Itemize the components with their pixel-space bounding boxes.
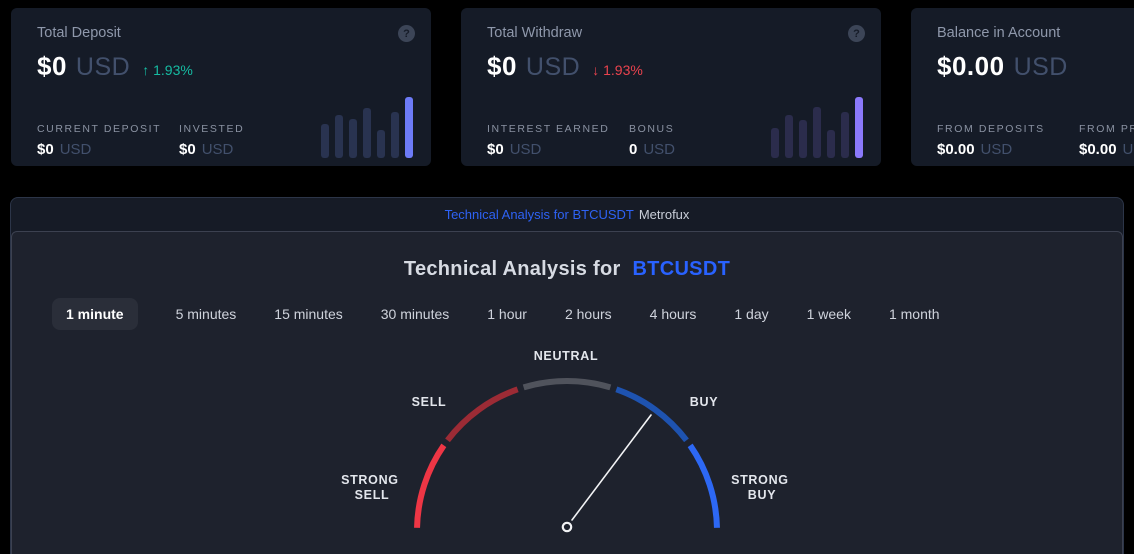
technical-analysis-widget: Technical Analysis for BTCUSDT 1 minute … xyxy=(11,231,1123,554)
widget-title: Technical Analysis for BTCUSDT xyxy=(12,258,1122,281)
stat-label: FROM DEPOSITS xyxy=(937,123,1045,135)
gauge-label-buy: BUY xyxy=(690,395,719,409)
timeframe-tab-1-minute[interactable]: 1 minute xyxy=(52,298,138,330)
amount-currency: USD xyxy=(75,53,131,81)
stat-label: INVESTED xyxy=(179,123,245,135)
help-icon[interactable]: ? xyxy=(848,25,865,42)
gauge-arc-neutral xyxy=(522,378,612,391)
gauge-pivot xyxy=(561,521,573,533)
gauge-arc-strong-sell xyxy=(414,443,447,528)
widget-title-text: Technical Analysis for xyxy=(403,258,621,280)
stat-label: BONUS xyxy=(629,123,675,135)
mini-bar-chart xyxy=(321,97,413,158)
stat-currency: USD xyxy=(643,141,676,158)
gauge-label-strong-sell: STRONG SELL xyxy=(341,473,403,502)
timeframe-tab-15-minutes[interactable]: 15 minutes xyxy=(274,306,343,322)
card-title: Balance in Account xyxy=(937,25,1061,41)
brand-label: Metrofux xyxy=(638,207,690,222)
card-total-withdraw: Total Withdraw ? $0 USD ↓ 1.93% INTEREST… xyxy=(461,8,881,166)
stat-amount: $0 xyxy=(179,141,196,158)
gauge-label-strong-buy: STRONG BUY xyxy=(731,473,793,502)
stat-amount: $0 xyxy=(487,141,504,158)
timeframe-tab-1-day[interactable]: 1 day xyxy=(734,306,769,322)
stat-amount: $0.00 xyxy=(1079,141,1117,158)
help-icon[interactable]: ? xyxy=(398,25,415,42)
timeframe-tab-1-week[interactable]: 1 week xyxy=(806,306,851,322)
stat-amount: $0 xyxy=(37,141,54,158)
gauge-arc-sell xyxy=(445,386,519,443)
timeframe-tab-30-minutes[interactable]: 30 minutes xyxy=(380,306,450,322)
stat-label: FROM PROFITS xyxy=(1079,123,1134,135)
gauge-needle xyxy=(571,414,652,521)
arrow-down-icon: ↓ xyxy=(592,62,600,78)
stat-currency: USD xyxy=(201,141,234,158)
change-badge: ↑ 1.93% xyxy=(142,62,193,78)
change-percent: 1.93% xyxy=(603,62,643,78)
stat-currency: USD xyxy=(980,141,1013,158)
stat-label: INTEREST EARNED xyxy=(487,123,610,135)
stat-label: CURRENT DEPOSIT xyxy=(37,123,162,135)
widget-title-symbol: BTCUSDT xyxy=(632,258,731,280)
stat-amount: $0.00 xyxy=(937,141,975,158)
gauge-svg: NEUTRAL SELL BUY STRONG SELL STRONG BUY xyxy=(341,349,793,533)
gauge-arc-strong-buy xyxy=(687,443,720,528)
technical-analysis-panel: Technical Analysis for BTCUSDT Metrofux … xyxy=(10,197,1124,554)
gauge-label-neutral: NEUTRAL xyxy=(534,349,599,363)
card-balance-in-account: Balance in Account ? $0.00 USD FROM DEPO… xyxy=(911,8,1134,166)
timeframe-tab-5-minutes[interactable]: 5 minutes xyxy=(175,306,237,322)
stat-currency: USD xyxy=(509,141,542,158)
timeframe-tabs: 1 minute 5 minutes 15 minutes 30 minutes… xyxy=(52,298,1122,330)
stat-currency: USD xyxy=(59,141,92,158)
card-total-deposit: Total Deposit ? $0 USD ↑ 1.93% CURRENT D… xyxy=(11,8,431,166)
amount-currency: USD xyxy=(525,53,581,81)
speedometer-gauge: NEUTRAL SELL BUY STRONG SELL STRONG BUY xyxy=(12,341,1122,541)
card-title: Total Withdraw xyxy=(487,25,583,41)
stat-currency: USD xyxy=(1122,141,1134,158)
amount-value: $0 xyxy=(487,51,517,81)
change-badge: ↓ 1.93% xyxy=(592,62,643,78)
arrow-up-icon: ↑ xyxy=(142,62,150,78)
stat-amount: 0 xyxy=(629,141,638,158)
timeframe-tab-2-hours[interactable]: 2 hours xyxy=(564,306,612,322)
timeframe-tab-4-hours[interactable]: 4 hours xyxy=(649,306,697,322)
card-title: Total Deposit xyxy=(37,25,121,41)
amount-currency: USD xyxy=(1013,53,1068,81)
timeframe-tab-1-month[interactable]: 1 month xyxy=(888,306,940,322)
widget-attribution-bar: Technical Analysis for BTCUSDT Metrofux xyxy=(11,198,1123,231)
stat-cards-row: Total Deposit ? $0 USD ↑ 1.93% CURRENT D… xyxy=(11,8,1134,166)
amount-value: $0 xyxy=(37,51,67,81)
mini-bar-chart xyxy=(771,97,863,158)
gauge-label-sell: SELL xyxy=(412,395,447,409)
change-percent: 1.93% xyxy=(153,62,193,78)
timeframe-tab-1-hour[interactable]: 1 hour xyxy=(487,306,527,322)
technical-analysis-link[interactable]: Technical Analysis for BTCUSDT xyxy=(444,207,634,222)
gauge-arc-buy xyxy=(615,386,689,443)
amount-value: $0.00 xyxy=(937,51,1005,81)
